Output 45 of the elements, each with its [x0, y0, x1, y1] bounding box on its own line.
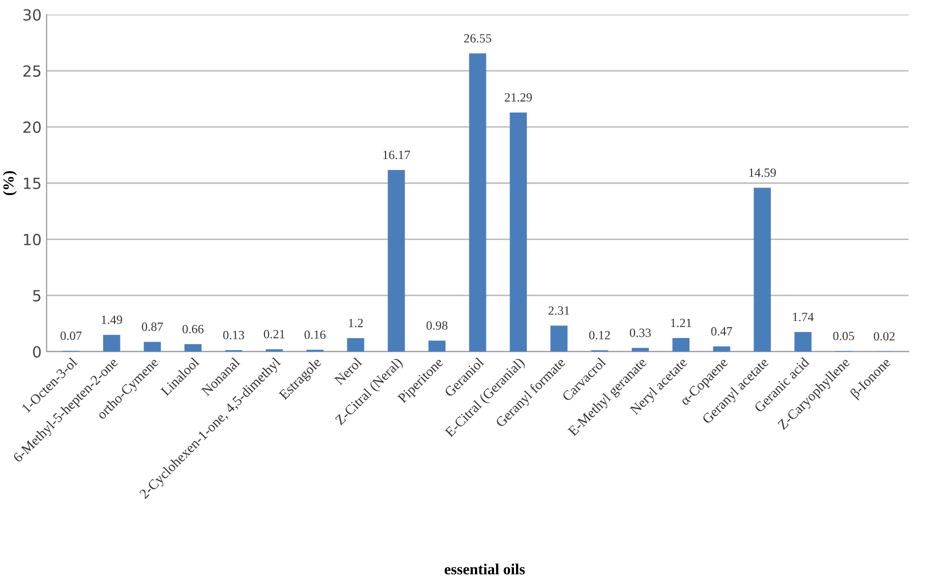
data-label: 0.33	[630, 328, 651, 338]
bar	[428, 340, 446, 352]
bar	[794, 332, 812, 352]
data-label: 26.55	[464, 34, 492, 43]
y-tick-label: 20	[23, 121, 41, 133]
data-label: 0.87	[142, 322, 163, 332]
bar	[754, 188, 771, 352]
x-axis-title: essential oils	[444, 564, 525, 574]
bar	[632, 348, 649, 352]
y-tick-label: 5	[33, 290, 40, 302]
data-label: 0.47	[711, 327, 732, 336]
y-tick-label: 30	[23, 9, 41, 21]
data-label: 0.13	[223, 330, 244, 340]
data-label: 1.2	[348, 318, 363, 328]
y-tick-label: 25	[23, 65, 40, 77]
bar	[550, 326, 568, 352]
bar	[103, 334, 120, 352]
bar	[347, 338, 364, 352]
bar	[266, 349, 283, 352]
y-tick-label: 0	[33, 346, 41, 358]
data-label: 1.74	[793, 312, 814, 322]
data-label: 0.07	[60, 332, 82, 340]
data-label: 0.16	[304, 330, 326, 339]
data-label: 0.21	[264, 330, 285, 338]
y-axis-title: (%)	[2, 171, 17, 196]
data-label: 1.21	[671, 318, 692, 328]
bar	[672, 338, 690, 352]
y-tick-label: 10	[24, 234, 41, 246]
data-label: 2.31	[548, 306, 570, 315]
y-tick-label: 15	[24, 178, 40, 190]
data-label: 16.17	[383, 150, 410, 160]
data-label: 0.05	[833, 332, 854, 340]
bar	[184, 344, 202, 352]
bar	[510, 112, 527, 352]
bar	[469, 53, 486, 352]
data-label: 14.59	[749, 168, 776, 177]
bar	[144, 342, 161, 352]
data-label: 0.66	[182, 324, 204, 334]
data-label: 0.02	[874, 332, 895, 341]
data-label: 0.12	[589, 330, 610, 340]
bar	[388, 170, 405, 352]
data-label: 0.98	[426, 321, 448, 330]
data-label: 21.29	[504, 93, 532, 102]
bar	[713, 346, 730, 352]
data-label: 1.49	[102, 316, 122, 324]
